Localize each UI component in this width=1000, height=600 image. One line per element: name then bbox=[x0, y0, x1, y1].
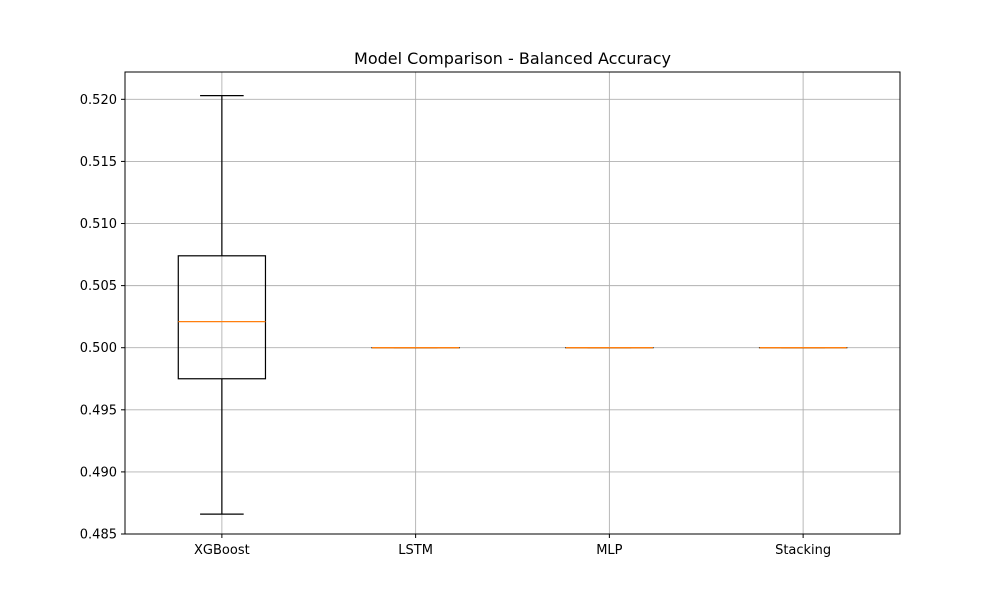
y-tick-label: 0.495 bbox=[80, 403, 117, 418]
plot-area-frame bbox=[124, 71, 901, 535]
box-layer bbox=[177, 94, 848, 515]
y-tick-label: 0.485 bbox=[80, 528, 117, 543]
x-axis: XGBoost LSTM MLP Stacking bbox=[194, 534, 831, 558]
y-axis: 0.485 0.490 0.495 0.500 0.505 0.510 0.515 0.520 bbox=[80, 93, 125, 543]
y-tick-label: 0.490 bbox=[80, 465, 117, 480]
box-xgboost bbox=[177, 94, 267, 515]
y-tick-label: 0.505 bbox=[80, 279, 117, 294]
x-tick-label: Stacking bbox=[775, 543, 831, 558]
x-tick-label: XGBoost bbox=[194, 543, 250, 558]
y-tick-label: 0.500 bbox=[80, 341, 117, 356]
grid-layer bbox=[125, 72, 900, 535]
x-tick-label: MLP bbox=[596, 543, 622, 558]
y-tick-label: 0.510 bbox=[80, 217, 117, 232]
x-tick-label: LSTM bbox=[398, 543, 433, 558]
box-body bbox=[177, 255, 267, 380]
y-tick-label: 0.520 bbox=[80, 93, 117, 108]
chart-title: Model Comparison - Balanced Accuracy bbox=[354, 49, 671, 68]
y-tick-label: 0.515 bbox=[80, 155, 117, 170]
